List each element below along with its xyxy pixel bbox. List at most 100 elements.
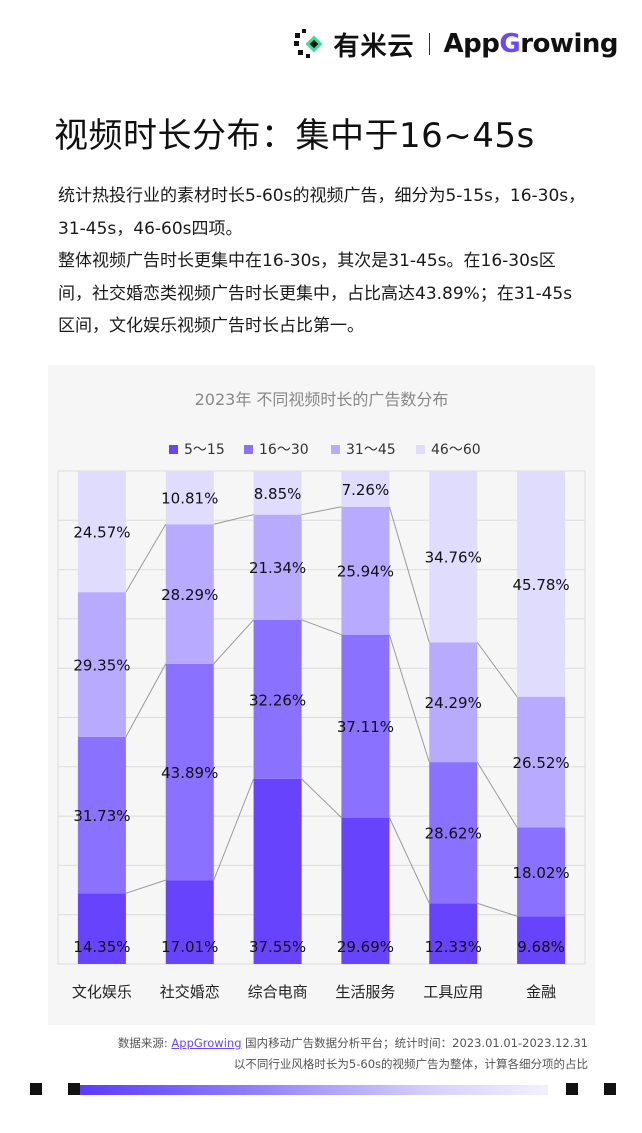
bar-segment — [165, 471, 214, 525]
connector-line — [125, 524, 167, 593]
appgrowing-logo-prefix: App — [443, 29, 500, 59]
connector-line — [301, 778, 342, 818]
bar-segment — [341, 817, 390, 964]
legend-swatch-2 — [331, 445, 340, 454]
chart-legend: 5～15 16～30 31～45 46～60 — [169, 442, 481, 458]
legend-label-2: 31～45 — [346, 442, 396, 458]
bar-segment — [165, 524, 214, 664]
bar-segment — [517, 827, 566, 917]
appgrowing-logo-g: G — [499, 29, 521, 59]
bar-segment — [77, 893, 126, 964]
footer-square-right — [566, 1083, 578, 1095]
footer-square-right-2 — [604, 1083, 616, 1095]
x-tick-label: 文化娱乐 — [72, 983, 132, 1001]
bar-segment — [77, 471, 126, 593]
bar-segment — [517, 696, 566, 828]
data-label: 45.78% — [512, 576, 569, 594]
data-label: 18.02% — [512, 864, 569, 882]
data-label: 29.35% — [73, 656, 130, 674]
chart-connector-lines — [125, 506, 518, 917]
source-link-appgrowing[interactable]: AppGrowing — [171, 1036, 242, 1050]
data-label: 43.89% — [161, 764, 218, 782]
data-label: 25.94% — [337, 563, 394, 581]
bar-segment — [341, 634, 390, 818]
connector-line — [125, 879, 166, 894]
data-label: 10.81% — [161, 490, 218, 508]
bar-segment — [429, 903, 478, 964]
footer-decoration — [0, 1083, 642, 1097]
data-label: 31.73% — [73, 807, 130, 825]
x-tick-label: 社交婚恋 — [160, 983, 220, 1001]
footer-square-left-2 — [68, 1083, 80, 1095]
legend-label-3: 46～60 — [431, 442, 481, 458]
bar-segment — [429, 762, 478, 904]
legend-swatch-1 — [244, 445, 253, 454]
bar-segment — [429, 642, 478, 763]
chart-data-labels: 14.35% 31.73% 29.35% 24.57% 17.01% 43.89% 28.2… — [73, 481, 569, 956]
bar-segment — [253, 471, 302, 515]
data-label: 24.29% — [425, 694, 482, 712]
data-label: 8.85% — [254, 485, 302, 503]
youmi-logo-icon — [293, 29, 323, 58]
page-title: 视频时长分布：集中于16~45s — [54, 116, 535, 156]
x-tick-label: 工具应用 — [423, 983, 483, 1001]
header: 有米云 AppGrowing — [292, 24, 618, 64]
source-prefix: 数据来源: — [117, 1036, 172, 1050]
appgrowing-logo: AppGrowing — [443, 29, 619, 59]
bar-segment — [341, 506, 390, 635]
chart-title: 2023年 不同视频时长的广告数分布 — [195, 390, 449, 409]
x-tick-label: 综合电商 — [248, 983, 308, 1001]
legend-swatch-3 — [416, 445, 425, 454]
source-suffix: 国内移动广告数据分析平台；统计时间：2023.01.01-2023.12.31 — [241, 1036, 588, 1050]
connector-line — [388, 817, 430, 904]
logo-divider — [428, 33, 430, 55]
footer-square-left — [30, 1083, 42, 1095]
data-label: 21.34% — [249, 559, 306, 577]
connector-line — [477, 902, 518, 917]
data-label: 37.11% — [337, 718, 394, 736]
bar-segment — [165, 880, 214, 964]
connector-line — [213, 619, 254, 665]
data-label: 7.26% — [342, 481, 390, 499]
data-label: 28.29% — [161, 586, 218, 604]
chart-x-axis: 文化娱乐 社交婚恋 综合电商 生活服务 工具应用 金融 — [72, 983, 556, 1001]
description: 统计热投行业的素材时长5-60s的视频广告，细分为5-15s，16-30s，31… — [58, 180, 588, 343]
appgrowing-logo-suffix: rowing — [520, 29, 618, 59]
data-label: 29.69% — [337, 938, 394, 956]
description-paragraph-1: 统计热投行业的素材时长5-60s的视频广告，细分为5-15s，16-30s，31… — [58, 186, 586, 239]
bar-segment — [517, 471, 566, 697]
legend-label-1: 16～30 — [259, 442, 309, 458]
youmi-logo: 有米云 — [292, 26, 415, 63]
data-label: 24.57% — [73, 524, 130, 542]
connector-line — [301, 619, 342, 636]
legend-swatch-0 — [169, 445, 178, 454]
connector-line — [125, 663, 167, 738]
connector-line — [213, 778, 255, 881]
stacked-bar-chart: 2023年 不同视频时长的广告数分布 5～15 16～30 31～45 46～60 1… — [57, 390, 586, 1001]
bar-segment — [253, 619, 302, 779]
connector-line — [213, 514, 254, 525]
data-source-note: 数据来源: AppGrowing 国内移动广告数据分析平台；统计时间：2023.… — [118, 1033, 588, 1075]
data-label: 14.35% — [73, 938, 130, 956]
bar-segment — [165, 663, 214, 881]
bar-segment — [253, 778, 302, 964]
data-label: 34.76% — [425, 549, 482, 567]
bar-segment — [77, 592, 126, 737]
connector-line — [476, 642, 518, 697]
x-tick-label: 生活服务 — [335, 983, 395, 1001]
chart-panel: 2023年 不同视频时长的广告数分布 5～15 16～30 31～45 46～60 1… — [48, 365, 595, 1025]
data-label: 37.55% — [249, 938, 306, 956]
connector-line — [388, 506, 430, 643]
x-tick-label: 金融 — [526, 983, 556, 1001]
connector-line — [388, 634, 430, 763]
description-paragraph-2: 整体视频广告时长更集中在16-30s，其次是31-45s。在16-30s区间，社… — [58, 251, 573, 336]
legend-label-0: 5～15 — [184, 442, 225, 458]
chart-bars — [77, 471, 566, 964]
data-label: 26.52% — [512, 754, 569, 772]
source-line-1: 数据来源: AppGrowing 国内移动广告数据分析平台；统计时间：2023.… — [118, 1033, 588, 1054]
data-label: 28.62% — [425, 825, 482, 843]
connector-line — [301, 506, 342, 516]
bar-segment — [253, 514, 302, 620]
bar-segment — [77, 736, 126, 894]
footer-gradient-bar — [80, 1085, 548, 1095]
